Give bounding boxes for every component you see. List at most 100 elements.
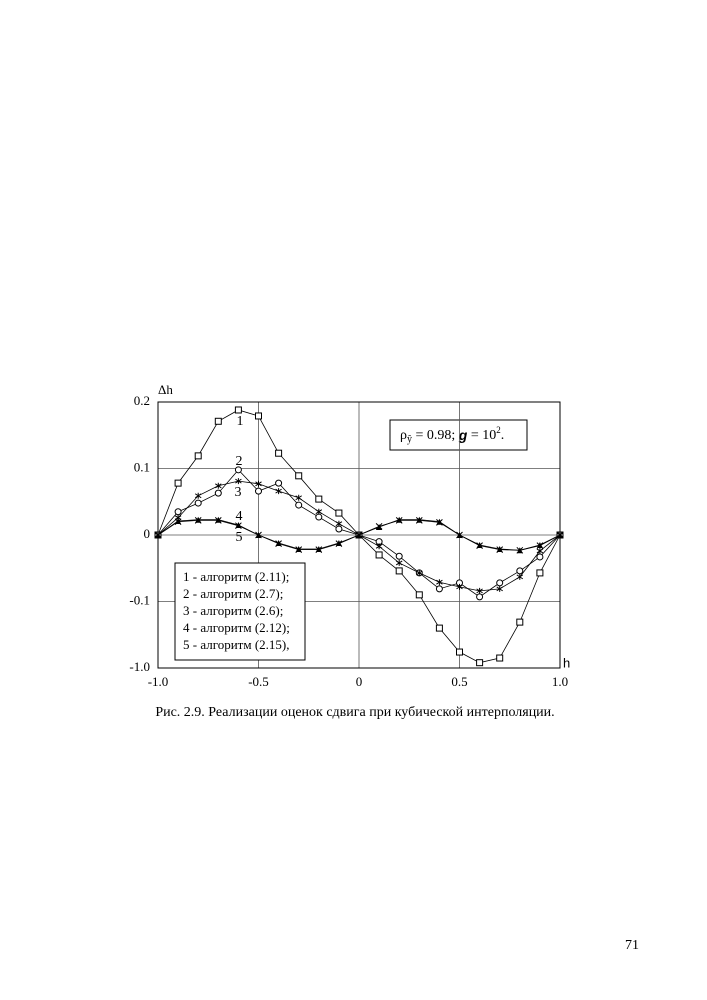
marker bbox=[415, 517, 423, 524]
marker bbox=[476, 593, 484, 601]
marker bbox=[295, 501, 303, 509]
marker bbox=[255, 487, 262, 495]
x-tick-label: 0 bbox=[356, 674, 363, 689]
marker bbox=[295, 472, 303, 480]
caption: Рис. 2.9. Реализации оценок сдвига при к… bbox=[155, 705, 554, 720]
y-tick-label: -0.1 bbox=[129, 592, 150, 607]
legend-entry: 4 - алгоритм (2.12); bbox=[183, 620, 290, 635]
marker bbox=[174, 508, 182, 516]
curve-label: 5 bbox=[236, 530, 243, 545]
marker bbox=[496, 585, 503, 592]
marker bbox=[335, 520, 343, 527]
marker bbox=[516, 567, 524, 575]
legend-entry: 3 - алгоритм (2.6); bbox=[183, 603, 283, 618]
x-tick-label: -0.5 bbox=[248, 674, 269, 689]
marker bbox=[335, 525, 343, 533]
legend-entry: 1 - алгоритм (2.11); bbox=[183, 569, 289, 584]
marker bbox=[315, 513, 323, 521]
marker bbox=[235, 522, 242, 530]
legend-entry: 5 - алгоритм (2.15), bbox=[183, 637, 289, 652]
marker bbox=[476, 587, 483, 594]
marker bbox=[275, 449, 283, 457]
legend-box bbox=[174, 562, 306, 661]
marker bbox=[435, 585, 443, 593]
marker bbox=[395, 567, 403, 575]
marker bbox=[456, 583, 463, 590]
marker bbox=[516, 573, 524, 580]
marker bbox=[194, 452, 202, 460]
marker bbox=[214, 417, 222, 425]
marker bbox=[194, 492, 202, 499]
marker bbox=[456, 648, 463, 656]
y-tick-label: 0 bbox=[144, 526, 151, 541]
marker bbox=[315, 546, 323, 553]
marker bbox=[416, 569, 423, 576]
marker bbox=[536, 569, 544, 577]
marker bbox=[275, 479, 283, 487]
marker bbox=[516, 546, 524, 554]
legend-entry: 2 - алгоритм (2.7); bbox=[183, 586, 283, 601]
marker bbox=[476, 542, 483, 549]
marker bbox=[275, 540, 282, 547]
marker bbox=[395, 517, 403, 524]
marker bbox=[395, 552, 403, 560]
y-tick-label: -1.0 bbox=[129, 659, 150, 674]
x-axis-label: h bbox=[563, 655, 570, 670]
marker bbox=[295, 494, 302, 501]
y-axis-label: Δh bbox=[158, 382, 173, 397]
marker bbox=[355, 531, 363, 539]
marker bbox=[255, 412, 262, 420]
marker bbox=[395, 559, 403, 566]
curve-label: 3 bbox=[235, 485, 242, 500]
marker bbox=[375, 523, 383, 530]
marker bbox=[436, 579, 443, 586]
marker bbox=[295, 546, 303, 553]
marker bbox=[536, 553, 544, 561]
marker bbox=[496, 546, 504, 553]
marker bbox=[415, 591, 423, 599]
marker bbox=[194, 499, 202, 507]
marker bbox=[315, 508, 323, 515]
marker bbox=[174, 518, 182, 526]
marker bbox=[255, 531, 262, 539]
marker bbox=[255, 480, 262, 487]
marker bbox=[174, 479, 182, 487]
marker bbox=[335, 509, 343, 517]
curve-label: 2 bbox=[236, 454, 243, 469]
marker bbox=[375, 543, 383, 550]
marker bbox=[315, 495, 323, 503]
marker bbox=[496, 654, 504, 662]
marker bbox=[215, 482, 222, 489]
marker bbox=[214, 489, 222, 497]
page-number: 71 bbox=[625, 938, 639, 953]
marker bbox=[456, 531, 463, 539]
x-tick-label: 0.5 bbox=[451, 674, 467, 689]
x-tick-label: -1.0 bbox=[148, 674, 169, 689]
x-tick-label: 1.0 bbox=[552, 674, 568, 689]
marker bbox=[194, 517, 202, 524]
marker bbox=[476, 659, 484, 667]
marker bbox=[234, 406, 242, 414]
marker bbox=[496, 579, 504, 587]
marker bbox=[234, 466, 242, 474]
annotation-box bbox=[389, 419, 528, 451]
marker bbox=[556, 531, 564, 539]
y-tick-label: 0.2 bbox=[134, 393, 150, 408]
annotation: ρŷ = 0.98; g = 102. bbox=[400, 425, 504, 445]
marker bbox=[154, 531, 162, 539]
marker bbox=[536, 542, 544, 549]
curve-label: 4 bbox=[236, 509, 243, 524]
marker bbox=[516, 618, 524, 626]
curve-label: 1 bbox=[237, 414, 244, 429]
y-tick-label: 0.1 bbox=[134, 459, 150, 474]
marker bbox=[375, 551, 383, 559]
marker bbox=[435, 624, 443, 632]
marker bbox=[436, 519, 443, 526]
marker bbox=[275, 488, 282, 495]
marker bbox=[536, 547, 544, 554]
marker bbox=[214, 517, 222, 524]
marker bbox=[235, 478, 242, 485]
marker bbox=[335, 540, 343, 547]
